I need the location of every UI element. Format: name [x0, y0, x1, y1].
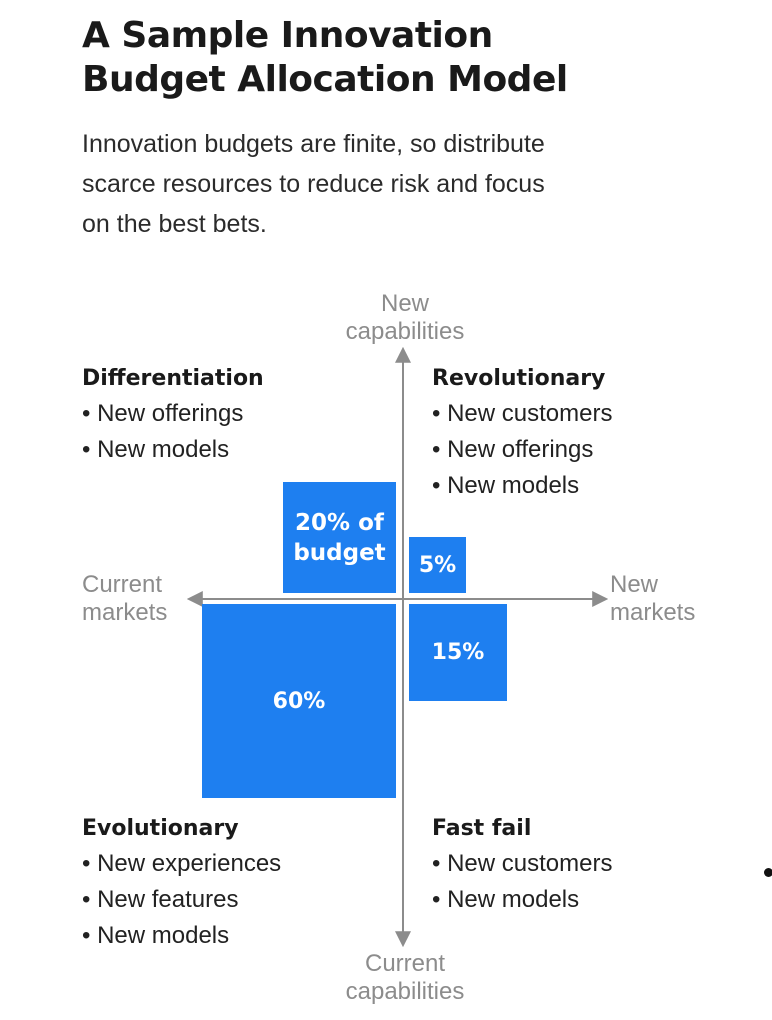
allocation-block-evolutionary: 60% — [202, 604, 396, 798]
allocation-label: 60% — [272, 688, 326, 714]
quadrant-list: • New offerings • New models — [82, 396, 264, 468]
diagram-subtitle: Innovation budgets are finite, so distri… — [82, 124, 682, 244]
subtitle-line-2: scarce resources to reduce risk and focu… — [82, 170, 545, 198]
allocation-block-revolutionary: 5% — [409, 537, 466, 593]
axis-label-new-capabilities: New capabilities — [345, 290, 465, 345]
list-item: • New experiences — [82, 850, 282, 877]
quadrant-revolutionary: Revolutionary • New customers • New offe… — [432, 362, 612, 504]
diagram-title: A Sample Innovation Budget Allocation Mo… — [82, 14, 722, 102]
quadrant-heading: Revolutionary — [432, 366, 606, 391]
allocation-block-differentiation: 20% of budget — [283, 482, 396, 593]
list-item: • New offerings — [82, 400, 244, 427]
axis-label-current-markets: Current markets — [82, 571, 168, 626]
allocation-block-fast-fail: 15% — [409, 604, 507, 701]
allocation-label: 15% — [431, 640, 485, 665]
title-line-2: Budget Allocation Model — [82, 59, 568, 100]
list-item: • New customers — [432, 850, 613, 877]
quadrant-list: • New experiences • New features • New m… — [82, 846, 281, 954]
quadrant-evolutionary: Evolutionary • New experiences • New fea… — [82, 812, 281, 954]
axis-label-current-capabilities: Current capabilities — [345, 950, 465, 1005]
list-item: • New customers — [432, 400, 613, 427]
quadrant-heading: Differentiation — [82, 366, 264, 391]
quadrant-list: • New customers • New offerings • New mo… — [432, 396, 612, 504]
edge-dot — [764, 868, 772, 877]
list-item: • New models — [432, 886, 580, 913]
axis-label-new-markets: New markets — [610, 571, 696, 626]
list-item: • New features — [82, 886, 239, 913]
quadrant-heading: Evolutionary — [82, 816, 239, 841]
allocation-label-line-1: 20% of — [295, 509, 384, 536]
allocation-label: 5% — [418, 552, 457, 578]
subtitle-line-1: Innovation budgets are finite, so distri… — [82, 130, 545, 158]
list-item: • New models — [82, 436, 230, 463]
quadrant-heading: Fast fail — [432, 816, 532, 841]
list-item: • New models — [82, 922, 230, 949]
list-item: • New offerings — [432, 436, 594, 463]
quadrant-list: • New customers • New models — [432, 846, 612, 918]
allocation-label-line-2: budget — [293, 539, 386, 566]
quadrant-differentiation: Differentiation • New offerings • New mo… — [82, 362, 264, 468]
title-line-1: A Sample Innovation — [82, 15, 493, 56]
subtitle-line-3: on the best bets. — [82, 210, 267, 238]
list-item: • New models — [432, 472, 580, 499]
quadrant-fast-fail: Fast fail • New customers • New models — [432, 812, 612, 918]
